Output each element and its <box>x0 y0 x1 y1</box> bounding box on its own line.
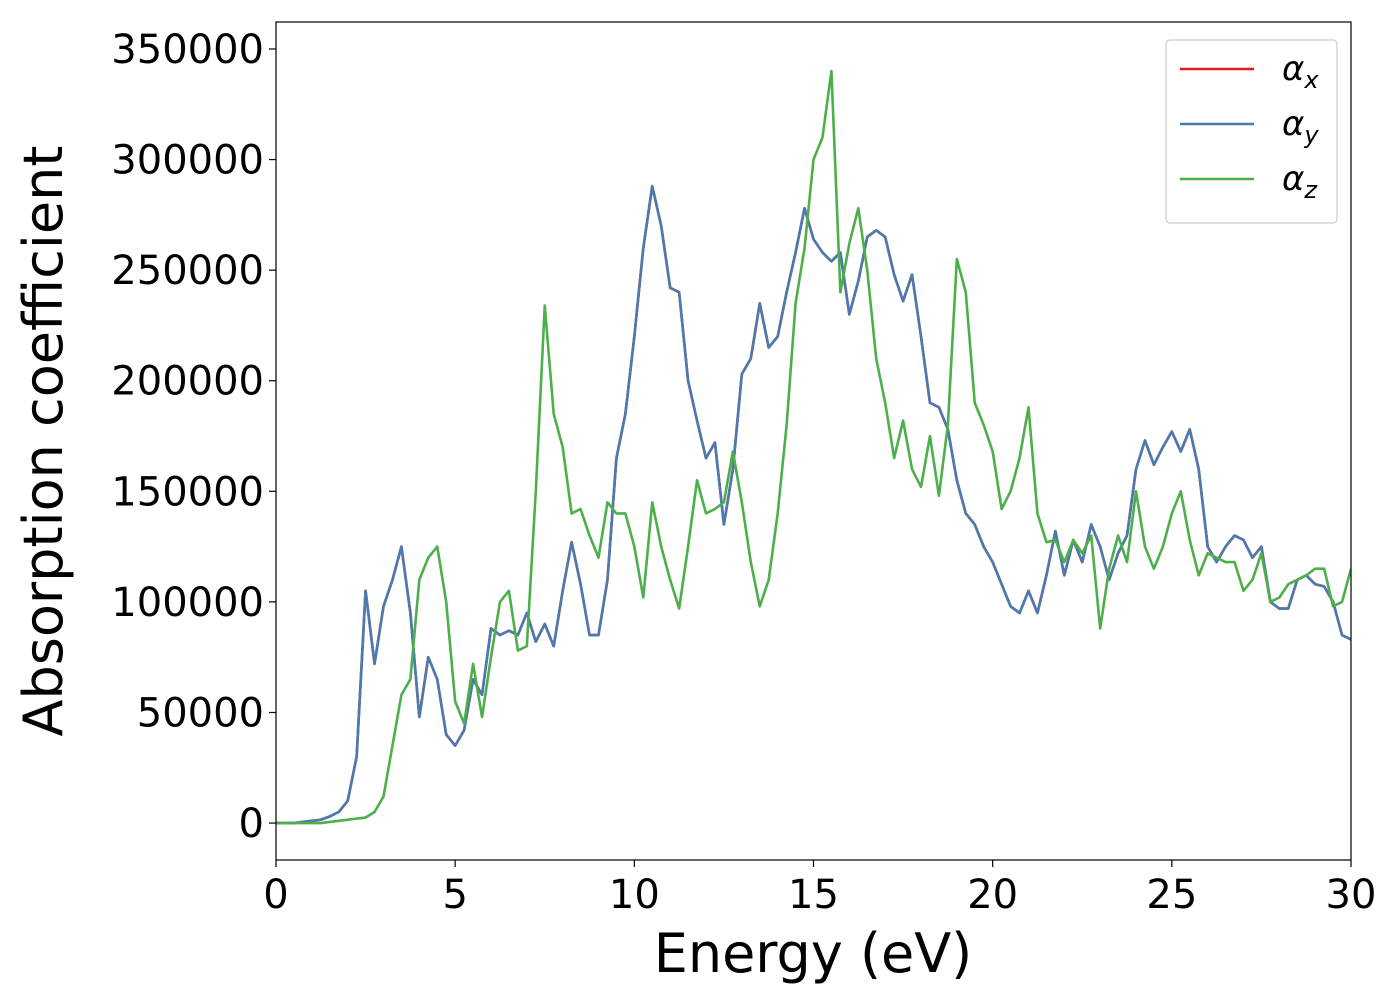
x-tick-label: 10 <box>609 872 660 918</box>
y-tick-label: 100000 <box>111 580 264 626</box>
plot-lines <box>276 69 1351 825</box>
y-tick-label: 50000 <box>137 690 264 736</box>
x-tick-label: 20 <box>967 872 1018 918</box>
series-line <box>276 184 1351 825</box>
y-tick-label: 350000 <box>111 27 264 73</box>
x-tick-label: 15 <box>788 872 839 918</box>
x-tick-label: 0 <box>263 872 288 918</box>
y-tick-label: 0 <box>239 801 264 847</box>
y-tick-label: 300000 <box>111 138 264 184</box>
y-tick-label: 150000 <box>111 469 264 515</box>
legend-label: αy <box>1282 104 1319 149</box>
x-tick-label: 25 <box>1146 872 1197 918</box>
y-tick-label: 250000 <box>111 248 264 294</box>
y-axis-label: Absorption coefficient <box>12 146 75 737</box>
legend-box <box>1165 39 1338 224</box>
legend-label: αx <box>1282 49 1319 94</box>
legend-label: αz <box>1282 159 1318 204</box>
x-tick-label: 5 <box>442 872 467 918</box>
series-line <box>276 69 1351 825</box>
x-tick-label: 30 <box>1326 872 1377 918</box>
y-tick-label: 200000 <box>111 359 264 405</box>
x-axis-label: Energy (eV) <box>654 922 973 985</box>
